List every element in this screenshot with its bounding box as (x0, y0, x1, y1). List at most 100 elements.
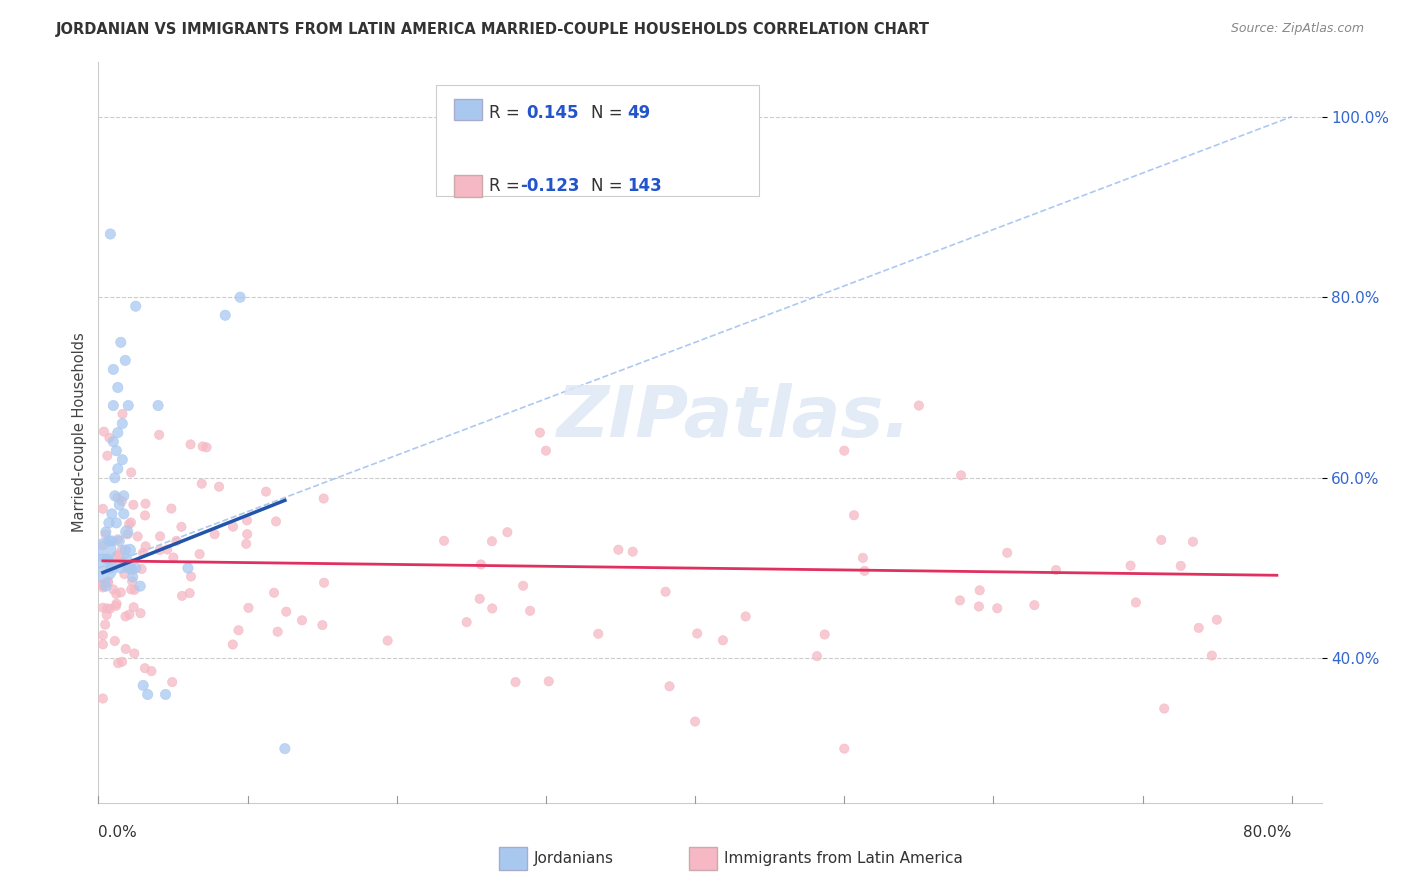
Point (132, 546, 155, 560)
Point (148, 427, 170, 442)
Point (111, 417, 134, 431)
Point (806, 649, 828, 664)
Point (118, 543, 141, 558)
Text: N =: N = (591, 177, 627, 194)
Point (96, 552, 118, 566)
Point (621, 544, 644, 558)
Point (1045, 563, 1067, 577)
Text: ZIPatlas.: ZIPatlas. (557, 384, 912, 452)
Point (107, 533, 129, 547)
Point (170, 520, 193, 534)
Point (110, 550, 132, 565)
Point (91, 501, 114, 516)
Point (377, 633, 399, 648)
Point (1125, 595, 1147, 609)
Text: R =: R = (489, 177, 526, 194)
Point (481, 601, 503, 615)
Point (180, 437, 202, 451)
Point (512, 579, 534, 593)
Point (129, 606, 152, 620)
Point (111, 494, 134, 508)
Point (91, 628, 114, 642)
Point (162, 550, 184, 565)
Point (505, 675, 527, 690)
Point (97, 575, 120, 590)
Point (236, 527, 259, 541)
Text: -0.123: -0.123 (520, 177, 579, 194)
Point (118, 517, 141, 532)
Text: 80.0%: 80.0% (1243, 825, 1292, 840)
Point (1153, 701, 1175, 715)
Point (312, 575, 335, 590)
Point (108, 548, 131, 562)
Point (1201, 648, 1223, 663)
Point (117, 561, 139, 575)
Point (468, 591, 491, 606)
Point (1188, 621, 1211, 635)
Point (222, 519, 245, 533)
Point (136, 688, 159, 702)
Point (104, 599, 127, 613)
Point (853, 564, 876, 578)
Point (995, 546, 1018, 560)
Point (254, 484, 277, 499)
Text: 0.145: 0.145 (526, 104, 578, 122)
Point (264, 515, 287, 529)
Point (711, 633, 734, 648)
Point (534, 443, 557, 458)
Point (111, 452, 134, 467)
Point (117, 399, 139, 413)
Point (149, 529, 172, 543)
Point (134, 661, 156, 675)
Point (155, 688, 177, 702)
Point (967, 599, 990, 614)
Point (236, 513, 259, 527)
Point (105, 443, 128, 458)
Point (229, 290, 252, 304)
Point (103, 399, 125, 413)
Point (110, 543, 132, 558)
Point (104, 489, 127, 503)
Point (1170, 558, 1192, 573)
Point (97, 533, 120, 548)
Text: Source: ZipAtlas.com: Source: ZipAtlas.com (1230, 22, 1364, 36)
Point (276, 605, 298, 619)
Point (311, 618, 333, 632)
Point (238, 600, 260, 615)
Point (121, 574, 143, 589)
Point (842, 508, 865, 523)
Point (96, 449, 118, 463)
Point (107, 461, 129, 475)
Point (103, 582, 125, 597)
Point (177, 561, 200, 575)
Point (191, 440, 214, 454)
Point (125, 561, 148, 575)
Point (103, 362, 125, 376)
Point (852, 550, 875, 565)
Point (188, 547, 211, 561)
Point (91, 637, 114, 651)
Point (120, 516, 142, 530)
Point (101, 507, 124, 521)
Text: R =: R = (489, 104, 526, 122)
Point (91, 577, 114, 591)
Point (433, 533, 456, 548)
Text: Jordanians: Jordanians (534, 851, 614, 865)
Point (108, 554, 131, 568)
Text: Immigrants from Latin America: Immigrants from Latin America (724, 851, 963, 865)
Point (91, 539, 114, 553)
Point (120, 582, 142, 597)
Point (111, 655, 134, 669)
Point (114, 642, 136, 657)
Point (586, 627, 609, 641)
Point (101, 533, 124, 548)
Point (107, 491, 129, 505)
Point (117, 527, 139, 541)
Point (529, 425, 551, 440)
Point (235, 537, 257, 551)
Point (969, 583, 991, 598)
Point (110, 585, 132, 599)
Point (263, 586, 285, 600)
Point (96, 607, 118, 622)
Point (91, 600, 114, 615)
